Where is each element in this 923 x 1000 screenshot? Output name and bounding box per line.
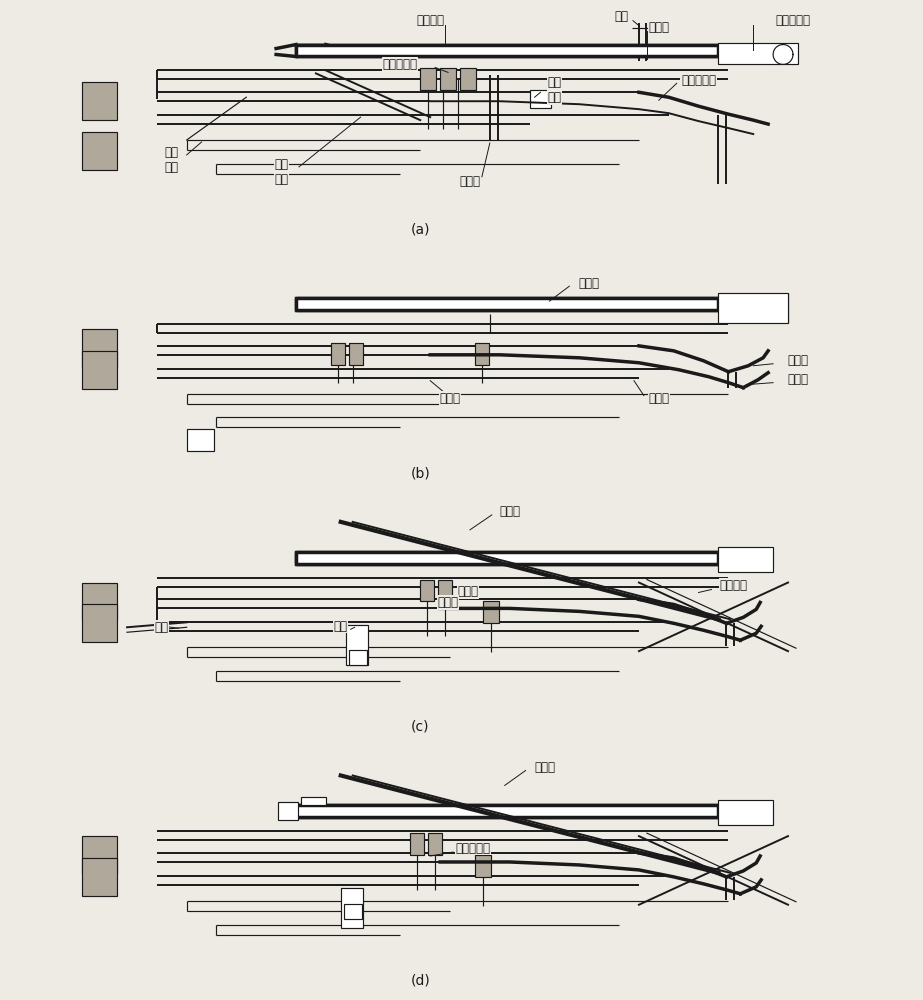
Bar <box>296 805 718 817</box>
Bar <box>82 583 117 620</box>
Text: 手拉
葫芦: 手拉 葫芦 <box>547 76 561 104</box>
Bar <box>428 833 442 855</box>
Bar <box>186 429 214 451</box>
Bar <box>718 547 773 572</box>
Text: (a): (a) <box>411 223 430 237</box>
Text: (b): (b) <box>411 466 430 480</box>
Text: 后顶: 后顶 <box>155 621 169 634</box>
Text: 主纵梁: 主纵梁 <box>787 354 809 367</box>
Bar <box>438 580 452 601</box>
Text: 前螺轴: 前螺轴 <box>648 21 669 34</box>
Bar <box>475 855 491 877</box>
Bar <box>301 797 326 805</box>
Text: 后横梁: 后横梁 <box>439 392 461 405</box>
Bar <box>475 343 489 365</box>
Text: 中支直吊杆: 中支直吊杆 <box>455 842 490 855</box>
Bar <box>82 858 117 896</box>
Text: 后螺轴: 后螺轴 <box>460 175 481 188</box>
Bar <box>82 329 117 367</box>
Text: 次纵梁: 次纵梁 <box>787 373 809 386</box>
Bar <box>440 68 456 90</box>
Text: 后拉
葫芦: 后拉 葫芦 <box>164 146 179 174</box>
Bar <box>460 68 476 90</box>
Text: 钢板梁: 钢板梁 <box>579 277 600 290</box>
Bar <box>483 601 498 623</box>
Bar <box>343 904 362 919</box>
Bar <box>82 604 117 642</box>
Bar <box>82 351 117 389</box>
Text: 反转向滑轮: 反转向滑轮 <box>681 74 716 87</box>
Bar <box>296 298 718 310</box>
Bar <box>718 43 798 64</box>
Bar <box>346 625 367 665</box>
Bar <box>530 90 551 108</box>
Bar <box>296 45 718 56</box>
Text: 斜拉索: 斜拉索 <box>499 505 521 518</box>
Bar <box>718 800 773 825</box>
Text: (c): (c) <box>411 720 429 734</box>
Bar <box>349 343 363 365</box>
Text: 工具拉杆: 工具拉杆 <box>719 579 748 592</box>
Bar <box>718 293 788 323</box>
Text: (d): (d) <box>411 973 430 987</box>
Bar <box>278 802 298 820</box>
Text: 移机
吊杆: 移机 吊杆 <box>274 158 288 186</box>
Bar <box>349 650 366 665</box>
Text: 吊杆: 吊杆 <box>614 10 628 23</box>
Bar <box>82 132 117 170</box>
Bar <box>341 888 363 928</box>
Bar <box>82 82 117 120</box>
Text: 手拉葫芦: 手拉葫芦 <box>416 14 444 27</box>
Text: 后控: 后控 <box>334 620 348 633</box>
Bar <box>420 68 437 90</box>
Bar <box>420 580 434 601</box>
Bar <box>82 836 117 874</box>
Text: 前横梁: 前横梁 <box>648 392 669 405</box>
Text: 垫圈及螺母: 垫圈及螺母 <box>383 58 418 71</box>
Text: 斜拉索: 斜拉索 <box>534 761 555 774</box>
Text: 水平土: 水平土 <box>458 585 478 598</box>
Bar <box>330 343 344 365</box>
Bar <box>411 833 425 855</box>
Bar <box>296 552 718 564</box>
Text: 前转向滑轮: 前转向滑轮 <box>775 14 810 27</box>
Text: 推吊墩: 推吊墩 <box>438 596 459 609</box>
